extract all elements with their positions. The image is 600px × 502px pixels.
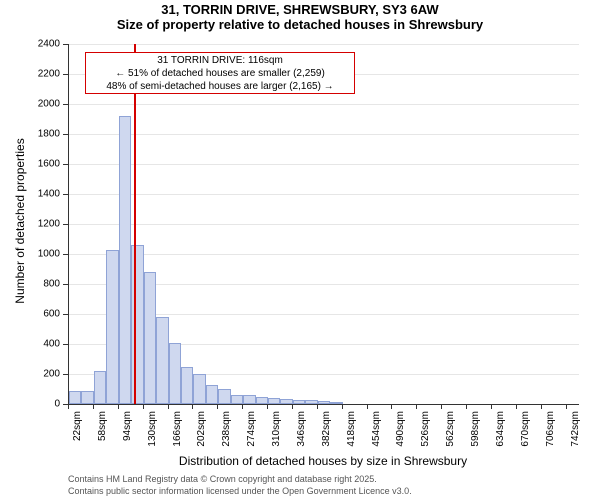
footer-copyright-2: Contains public sector information licen… (68, 486, 412, 496)
ytick-mark (63, 74, 68, 75)
xtick-mark (118, 404, 119, 409)
xtick-mark (143, 404, 144, 409)
ytick-mark (63, 284, 68, 285)
bar (69, 391, 81, 405)
ytick-label: 400 (0, 339, 60, 350)
ytick-mark (63, 374, 68, 375)
ytick-mark (63, 344, 68, 345)
annotation-line: 31 TORRIN DRIVE: 116sqm (88, 54, 352, 67)
xtick-mark (192, 404, 193, 409)
xtick-mark (541, 404, 542, 409)
bar (218, 389, 230, 404)
ytick-label: 0 (0, 399, 60, 410)
chart: 0 200 400 600 800 1000 1200 1400 1600 1800 2000 220… (0, 2, 600, 502)
xtick-mark (342, 404, 343, 409)
ytick-label: 2000 (0, 99, 60, 110)
bar (119, 116, 131, 404)
ytick-mark (63, 314, 68, 315)
bar (243, 395, 255, 404)
ytick-label: 2200 (0, 69, 60, 80)
bar (268, 398, 280, 404)
bar (106, 250, 118, 405)
xtick-mark (93, 404, 94, 409)
annotation-box: 31 TORRIN DRIVE: 116sqm← 51% of detached… (85, 52, 355, 94)
annotation-line: 48% of semi-detached houses are larger (… (88, 80, 352, 93)
ytick-mark (63, 164, 68, 165)
ytick-mark (63, 194, 68, 195)
ytick-mark (63, 224, 68, 225)
ytick-mark (63, 104, 68, 105)
gridline (69, 164, 579, 165)
xtick-mark (68, 404, 69, 409)
ytick-label: 1600 (0, 159, 60, 170)
bar (193, 374, 205, 404)
gridline (69, 194, 579, 195)
xtick-mark (566, 404, 567, 409)
bar (181, 367, 193, 405)
footer-copyright-1: Contains HM Land Registry data © Crown c… (68, 474, 377, 484)
gridline (69, 254, 579, 255)
gridline (69, 224, 579, 225)
xtick-mark (317, 404, 318, 409)
bar (206, 385, 218, 405)
ytick-mark (63, 254, 68, 255)
ytick-label: 1800 (0, 129, 60, 140)
bar (318, 401, 330, 404)
ytick-label: 800 (0, 279, 60, 290)
reference-line (134, 44, 136, 404)
gridline (69, 104, 579, 105)
bar (94, 371, 106, 404)
xtick-mark (168, 404, 169, 409)
xtick-mark (391, 404, 392, 409)
xtick-mark (267, 404, 268, 409)
xtick-mark (466, 404, 467, 409)
ytick-label: 1200 (0, 219, 60, 230)
ytick-label: 1400 (0, 189, 60, 200)
ytick-label: 1000 (0, 249, 60, 260)
xtick-mark (441, 404, 442, 409)
ytick-label: 2400 (0, 39, 60, 50)
xtick-mark (217, 404, 218, 409)
annotation-line: ← 51% of detached houses are smaller (2,… (88, 67, 352, 80)
plot-area (68, 44, 579, 405)
gridline (69, 44, 579, 45)
xtick-mark (367, 404, 368, 409)
bar (81, 391, 93, 405)
bar (293, 400, 305, 405)
ytick-mark (63, 44, 68, 45)
bar (169, 343, 181, 405)
gridline (69, 134, 579, 135)
xaxis-title: Distribution of detached houses by size … (68, 454, 578, 468)
ytick-label: 200 (0, 369, 60, 380)
yaxis-title: Number of detached properties (13, 121, 27, 321)
bar (156, 317, 168, 404)
ytick-mark (63, 134, 68, 135)
xtick-mark (416, 404, 417, 409)
xtick-mark (292, 404, 293, 409)
bar (144, 272, 156, 404)
bar (231, 395, 243, 404)
xtick-mark (242, 404, 243, 409)
xtick-mark (491, 404, 492, 409)
xtick-mark (516, 404, 517, 409)
ytick-label: 600 (0, 309, 60, 320)
bar (256, 397, 268, 405)
